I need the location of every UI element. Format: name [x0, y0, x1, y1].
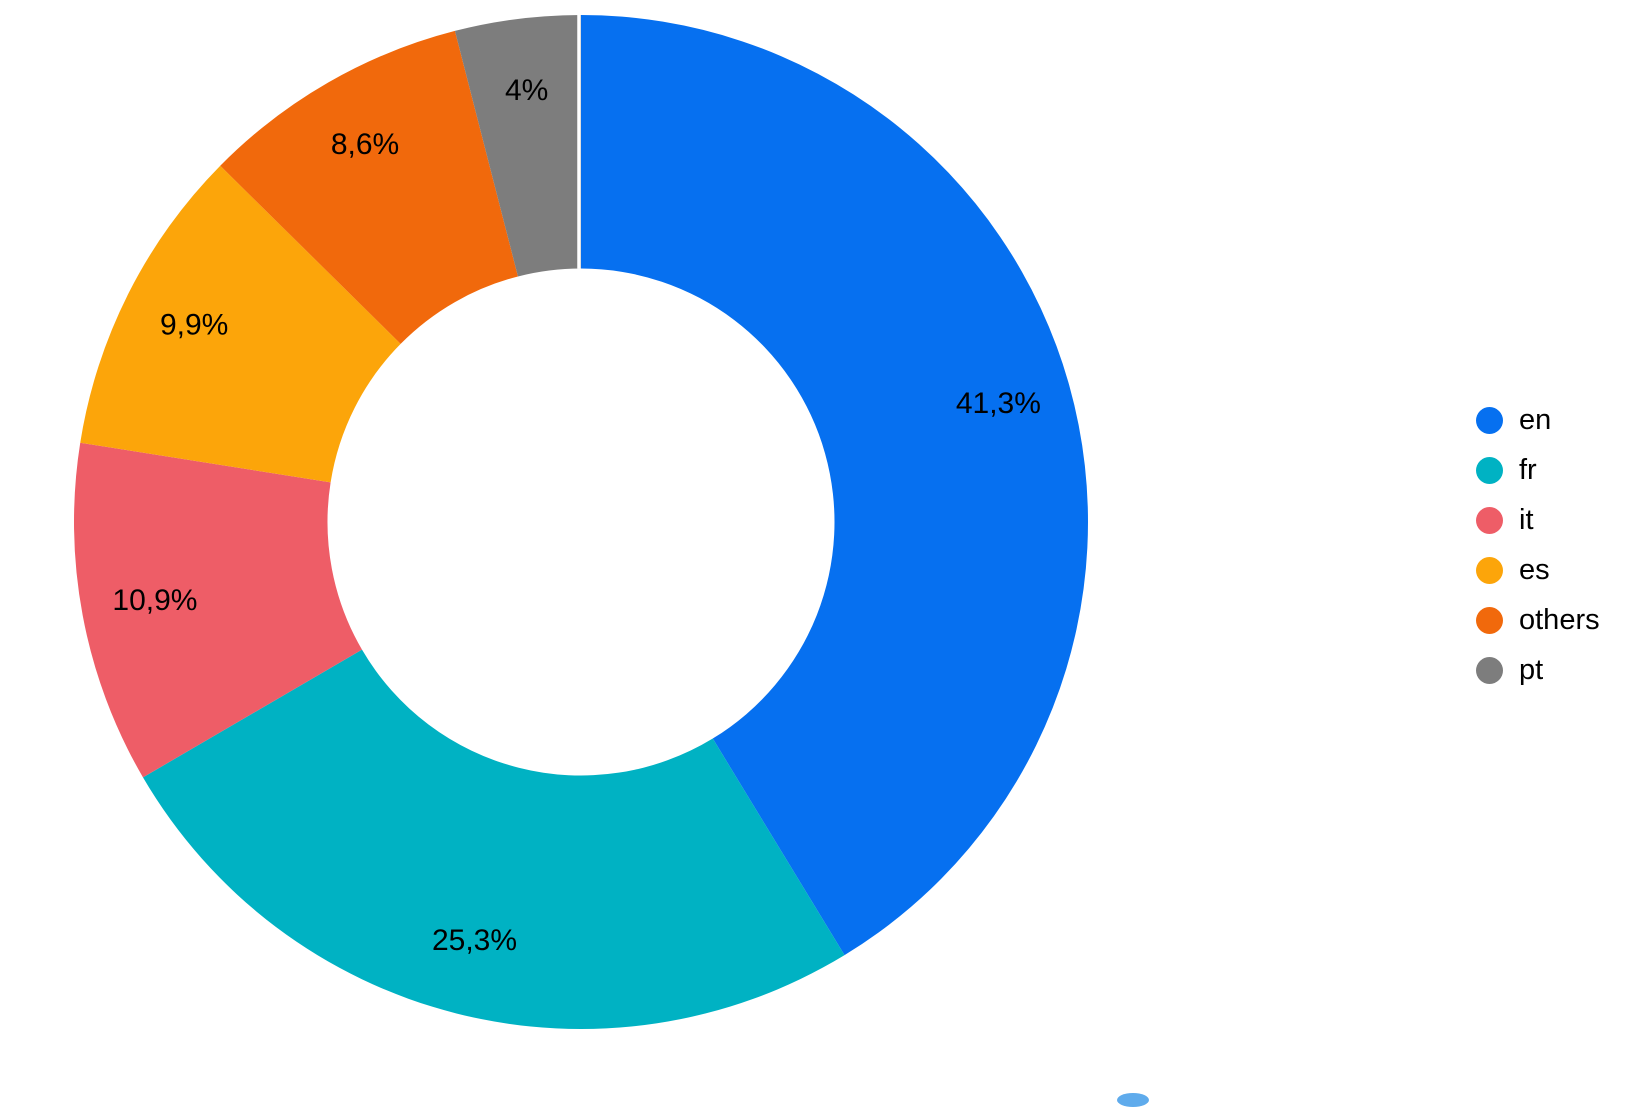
legend-item-it[interactable]: it	[1476, 495, 1600, 545]
slice-it[interactable]	[74, 442, 362, 778]
slice-others[interactable]	[220, 30, 518, 344]
legend-item-es[interactable]: es	[1476, 545, 1600, 595]
legend-swatch-others	[1476, 606, 1503, 634]
slice-pt[interactable]	[454, 14, 581, 277]
legend-swatch-es	[1476, 556, 1503, 584]
legend-swatch-pt	[1476, 656, 1503, 684]
legend-label-en: en	[1519, 403, 1552, 436]
legend-label-others: others	[1519, 603, 1600, 636]
legend-swatch-it	[1476, 506, 1503, 534]
legend-label-fr: fr	[1519, 453, 1537, 486]
legend-label-pt: pt	[1519, 653, 1544, 686]
slice-es[interactable]	[80, 165, 401, 483]
legend-label-it: it	[1519, 503, 1534, 536]
legend-item-en[interactable]: en	[1476, 395, 1600, 445]
slice-en[interactable]	[581, 15, 1088, 956]
legend-item-others[interactable]: others	[1476, 595, 1600, 645]
partial-badge	[1117, 1093, 1149, 1107]
legend-item-fr[interactable]: fr	[1476, 445, 1600, 495]
legend-label-es: es	[1519, 553, 1550, 586]
legend-item-pt[interactable]: pt	[1476, 645, 1600, 695]
legend-swatch-en	[1476, 406, 1503, 434]
slice-fr[interactable]	[142, 649, 845, 1029]
legend-swatch-fr	[1476, 456, 1503, 484]
chart-legend: en fr it es others pt	[1476, 395, 1600, 695]
